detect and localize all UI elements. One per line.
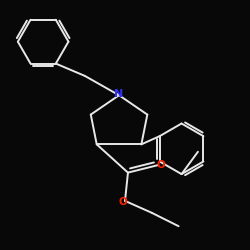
Text: N: N [114, 89, 124, 99]
Text: O: O [118, 198, 127, 207]
Text: O: O [156, 160, 165, 170]
